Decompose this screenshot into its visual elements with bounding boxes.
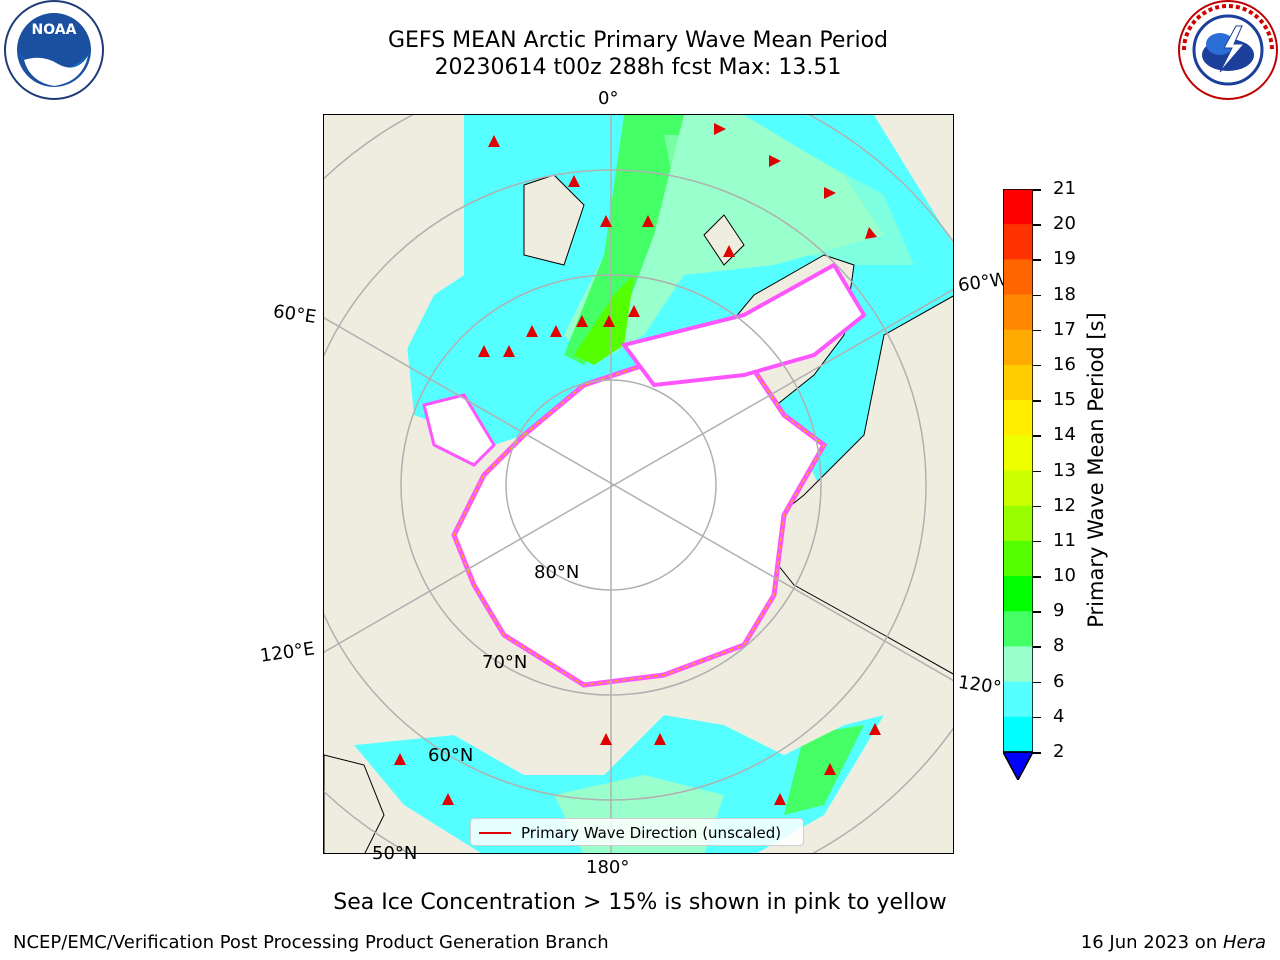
colorbar-tick-mark [1033,505,1041,508]
colorbar-tick-label: 4 [1053,705,1065,727]
footer-date: 16 Jun 2023 on Hera [1081,932,1266,953]
colorbar-tick-label: 12 [1053,494,1076,516]
colorbar-segment [1003,435,1033,471]
colorbar-tick-label: 13 [1053,459,1076,481]
colorbar-tick-mark [1033,224,1041,226]
colorbar [1001,188,1035,782]
colorbar-segment [1003,294,1033,331]
colorbar-tick-mark [1033,435,1041,437]
colorbar-segment [1003,364,1033,401]
colorbar-tick-mark [1033,716,1041,719]
lat-label-80n: 80°N [534,562,580,583]
colorbar-segment [1003,224,1033,260]
colorbar-tick-label: 8 [1053,635,1065,657]
sea-ice-caption: Sea Ice Concentration > 15% is shown in … [333,890,947,915]
colorbar-tick-label: 6 [1053,670,1065,692]
lon-label-60w: 60°W [956,268,1009,297]
colorbar-tick-label: 9 [1053,600,1065,622]
colorbar-tick-mark [1033,576,1041,578]
legend-label: Primary Wave Direction (unscaled) [521,824,782,842]
colorbar-tick-mark [1033,189,1041,191]
colorbar-label: Primary Wave Mean Period [s] [1084,312,1108,628]
colorbar-tick-label: 20 [1053,213,1076,235]
colorbar-tick-label: 16 [1053,353,1076,375]
colorbar-segment [1003,646,1033,683]
colorbar-tick-mark [1033,540,1041,543]
noaa-logo-text: NOAA [32,22,77,38]
legend-arrow-line [479,832,511,834]
colorbar-segment [1003,716,1033,753]
lat-label-70n: 70°N [482,652,528,673]
colorbar-tick-label: 15 [1053,389,1076,411]
colorbar-tick-mark [1033,364,1041,367]
colorbar-segment [1003,505,1033,542]
footer-date-text: 16 Jun 2023 on [1080,932,1223,953]
footer-credit: NCEP/EMC/Verification Post Processing Pr… [13,932,609,953]
colorbar-tick-label: 11 [1053,529,1076,551]
map-canvas [324,115,953,853]
colorbar-tick-mark [1033,470,1041,472]
colorbar-tick-mark [1033,294,1041,297]
colorbar-segment [1003,681,1033,718]
lon-label-60e: 60°E [271,301,318,328]
colorbar-segment [1003,470,1033,507]
chart-subtitle: 20230614 t00z 288h fcst Max: 13.51 [434,55,842,80]
footer-host: Hera [1222,932,1266,953]
colorbar-tick-mark [1033,752,1041,754]
colorbar-tick-mark [1033,611,1041,613]
colorbar-segment [1003,540,1033,577]
colorbar-tick-mark [1033,681,1041,684]
colorbar-segment [1003,189,1033,225]
colorbar-tick-mark [1033,259,1041,261]
colorbar-tick-label: 17 [1053,318,1076,340]
colorbar-tick-label: 19 [1053,248,1076,270]
arctic-map [323,114,954,854]
colorbar-tick-label: 14 [1053,424,1076,446]
colorbar-segment [1003,259,1033,296]
map-legend: Primary Wave Direction (unscaled) [470,818,804,846]
colorbar-tick-label: 18 [1053,283,1076,305]
colorbar-segment [1003,329,1033,366]
colorbar-tick-label: 2 [1053,741,1065,762]
colorbar-segment [1003,400,1033,436]
noaa-logo-icon: NOAA [2,0,106,104]
colorbar-tick-label: 10 [1053,565,1076,587]
national-weather-service-logo-icon [1176,0,1280,104]
chart-title: GEFS MEAN Arctic Primary Wave Mean Perio… [387,28,888,53]
colorbar-tick-label: 21 [1053,178,1076,199]
colorbar-segment [1003,611,1033,647]
lon-label-120e: 120°E [258,638,316,667]
colorbar-tick-mark [1033,329,1041,332]
lon-label-0: 0° [598,88,619,109]
colorbar-segment [1003,576,1033,612]
colorbar-tick-mark [1033,646,1041,648]
lat-label-60n: 60°N [428,745,474,766]
colorbar-tick-mark [1033,400,1041,402]
lat-label-50n: 50°N [372,843,418,864]
lon-label-180: 180° [586,857,630,878]
